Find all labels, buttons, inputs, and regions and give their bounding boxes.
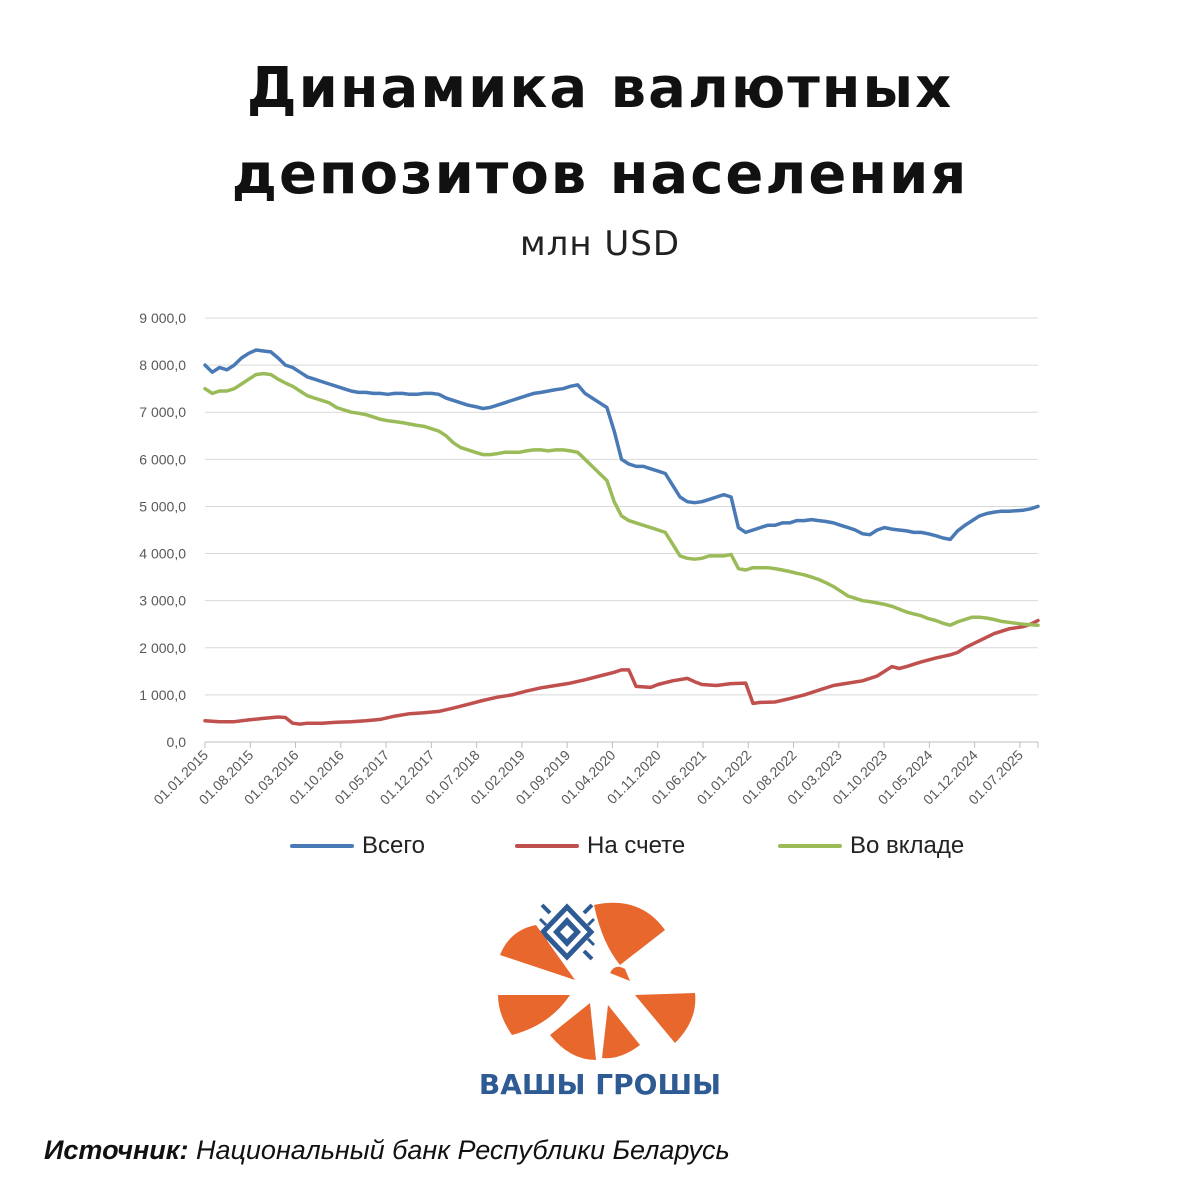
legend-label-total: Всего <box>362 832 425 859</box>
y-tick-label: 3 000,0 <box>139 593 186 609</box>
legend-swatch-account <box>515 844 579 848</box>
y-tick-label: 0,0 <box>167 734 187 750</box>
chart-title-line-1: Динамика валютных <box>246 56 954 121</box>
legend-swatch-total <box>290 844 354 848</box>
chart-subtitle: млн USD <box>519 224 681 264</box>
source-note: Источник: Национальный банк Республики Б… <box>44 1135 730 1166</box>
x-axis: 01.01.201501.08.201501.03.201601.10.2016… <box>150 741 1039 808</box>
y-tick-label: 7 000,0 <box>139 404 186 420</box>
legend-label-deposit: Во вкладе <box>850 832 965 859</box>
brand-name: ВАШЫ ГРОШЫ <box>478 1068 722 1101</box>
y-tick-label: 9 000,0 <box>139 310 186 326</box>
y-tick-label: 8 000,0 <box>139 357 186 373</box>
y-axis-tick-labels: 0,0 1 000,0 2 000,0 3 000,0 4 000,0 5 000,0 6 … <box>139 310 186 750</box>
vashy-groshy-logo <box>498 902 696 1060</box>
legend-item-deposit: Во вкладе <box>778 832 964 860</box>
source-label: Источник: <box>44 1135 189 1165</box>
series-lines <box>203 348 1040 726</box>
legend-item-account: На счете <box>515 832 685 860</box>
y-tick-label: 4 000,0 <box>139 546 186 562</box>
y-tick-label: 6 000,0 <box>139 451 186 467</box>
source-text: Национальный банк Республики Беларусь <box>188 1135 730 1165</box>
series-line-total <box>203 348 1040 542</box>
ornament-pattern <box>538 903 596 961</box>
y-tick-label: 1 000,0 <box>139 687 186 703</box>
line-chart: 0,0 1 000,0 2 000,0 3 000,0 4 000,0 5 000,0 6 … <box>139 310 1040 808</box>
legend-label-account: На счете <box>587 832 686 859</box>
series-line-account <box>203 618 1040 726</box>
y-tick-label: 2 000,0 <box>139 640 186 656</box>
legend-item-total: Всего <box>290 832 425 860</box>
chart-title-line-2: депозитов населения <box>231 142 969 207</box>
grid-lines <box>205 317 1038 696</box>
series-line-deposit <box>203 371 1040 627</box>
legend-swatch-deposit <box>778 844 842 848</box>
logo-slices <box>498 902 696 1060</box>
y-tick-label: 5 000,0 <box>139 498 186 514</box>
chart-legend: Всего На счете Во вкладе <box>0 832 1200 864</box>
